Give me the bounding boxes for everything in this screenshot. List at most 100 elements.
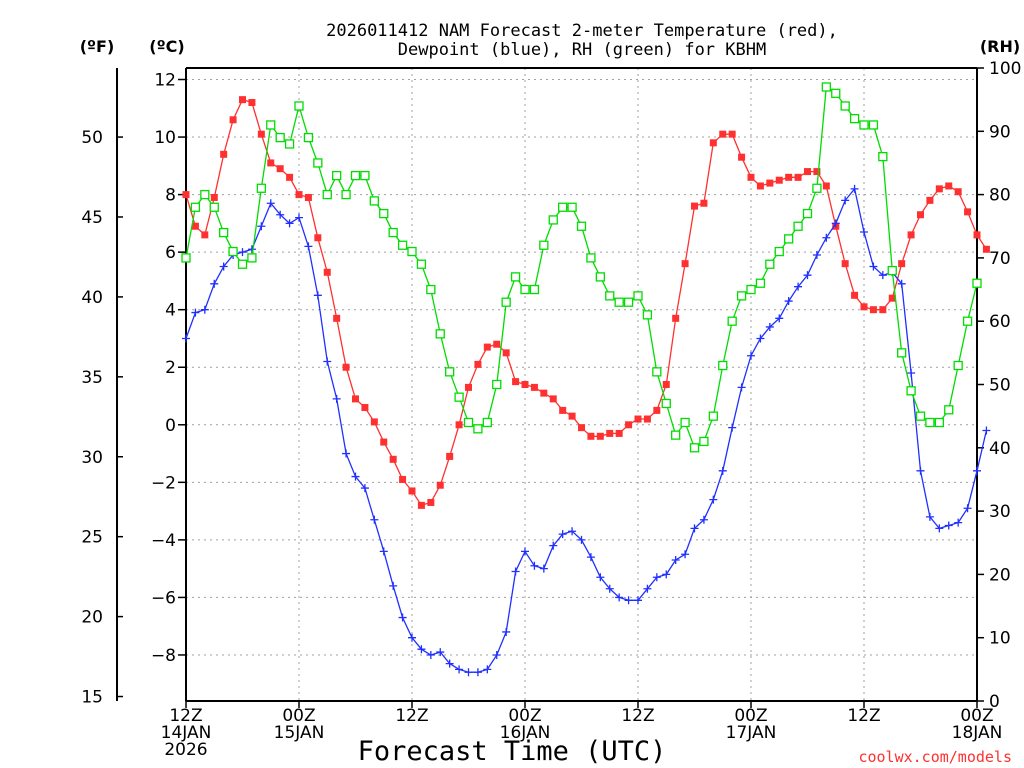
2-meter-temperature-point [756,182,764,190]
dewpoint-point [671,556,680,565]
dewpoint-point [596,573,605,582]
2-meter-temperature-point [917,211,924,219]
rh-point [746,284,756,295]
2-meter-temperature-point [323,268,331,276]
dewpoint-point [963,504,972,513]
rh-point [576,221,587,231]
rh-point [539,240,549,250]
rh-point [784,234,794,244]
dewpoint-point [605,584,614,593]
dewpoint-point [304,242,313,251]
tick-label-celsius: −6 [151,588,176,608]
dewpoint-point [954,518,963,527]
rh-point [463,417,474,428]
2-meter-temperature-point [559,406,567,414]
dewpoint-point [558,530,567,539]
2-meter-temperature-point [493,340,501,348]
rh-point [605,291,615,301]
dewpoint-point [822,233,831,242]
2-meter-temperature-point [220,150,228,158]
rh-point [219,227,229,238]
rh-point [887,265,897,276]
rh-point [793,221,803,231]
2-meter-temperature-point [691,202,698,210]
tick-label-celsius: 12 [154,71,176,91]
dewpoint-point [257,222,266,231]
celsius-unit-label: (ºC) [149,37,184,56]
rh-point [718,360,728,371]
rh-point [294,101,304,111]
rh-point [736,291,747,301]
dewpoint-point [285,219,294,228]
rh-point [595,272,605,282]
2-meter-temperature-point [719,130,727,138]
dewpoint-point [219,262,228,271]
dewpoint-point [728,423,737,432]
dewpoint-point [878,271,887,280]
dewpoint-point [200,305,209,314]
dewpoint-point [756,334,765,343]
rh-point [614,297,624,307]
rh-point [765,259,775,269]
tick-label-rh: 50 [989,376,1011,396]
rh-point [256,183,266,193]
dewpoint-point [916,466,925,475]
tick-label-time: 00Z [960,706,993,726]
2-meter-temperature-point [596,432,604,440]
dewpoint-point [850,184,859,193]
tick-label-celsius: 4 [165,301,176,321]
2-meter-temperature-point [229,116,237,124]
dewpoint-point [803,271,812,280]
2-meter-temperature-point [766,179,774,187]
2-meter-temperature-point [578,424,585,432]
2-meter-temperature-point [954,188,962,196]
dewpoint-point [530,561,539,570]
2-meter-temperature-point [239,96,246,104]
rh-point [821,82,831,92]
2-meter-temperature-point [333,314,341,322]
tick-label-rh: 80 [989,186,1011,206]
dewpoint-point [586,553,595,562]
dewpoint-point [681,550,690,559]
rh-point [445,367,455,377]
dewpoint-point [765,322,774,331]
tick-label-celsius: 2 [165,358,176,378]
tick-label-fahrenheit: 15 [81,688,103,708]
tick-label-fahrenheit: 20 [81,608,103,628]
dewpoint-point [699,515,708,524]
rh-point [708,411,718,421]
tick-label-time: 00Z [734,706,767,726]
dewpoint-point [831,219,840,228]
x-axis-title: Forecast Time (UTC) [358,736,667,767]
rh-point [812,183,822,193]
2-meter-temperature-point [945,182,953,190]
tick-label-celsius: −2 [151,473,176,493]
rh-point [369,196,379,206]
dewpoint-point [502,627,511,636]
dewpoint-point [897,279,906,288]
2-meter-temperature-point [822,182,830,190]
2-meter-temperature-point [568,412,576,420]
rh-point [859,120,869,130]
tick-label-rh: 20 [989,565,1011,585]
2-meter-temperature-point [201,231,209,239]
dewpoint-point [615,593,624,602]
tick-label-rh: 0 [989,692,1000,712]
rh-point [360,170,370,181]
tick-label-time: 00Z [508,706,541,726]
rh-point [972,278,982,288]
2-meter-temperature-point [191,222,199,230]
2-meter-temperature-point [804,168,811,176]
tick-label-rh: 60 [989,312,1011,332]
dewpoint-point [539,564,548,573]
2-meter-temperature-point [869,306,877,314]
rh-point [228,246,238,257]
2-meter-temperature-point [964,208,972,216]
dewpoint-point [577,535,586,544]
2-meter-temperature-point [662,381,670,388]
rh-point [492,379,502,390]
2-meter-temperature-point [314,234,322,242]
dewpoint-point [351,472,360,481]
2-meter-temperature-point [606,429,614,437]
2-meter-temperature-point [370,418,378,426]
